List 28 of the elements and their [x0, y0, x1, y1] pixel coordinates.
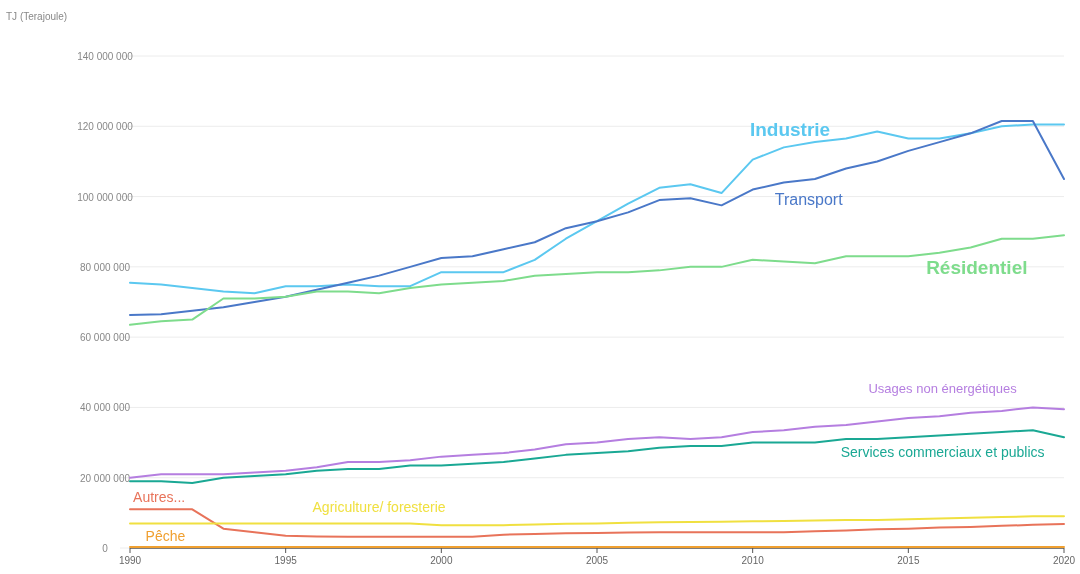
line-series — [129, 515, 1065, 527]
series-label: Pêche — [145, 527, 186, 544]
series-label: Industrie — [749, 118, 831, 140]
x-tick-label: 2010 — [741, 555, 765, 566]
x-tick-label: 2015 — [897, 555, 920, 566]
series-label: Agriculture/ foresterie — [312, 498, 446, 515]
y-tick-label: 140 000 000 — [77, 51, 134, 62]
line-series — [129, 406, 1065, 479]
series-label: Services commerciaux et publics — [840, 443, 1045, 460]
y-tick-label: 60 000 000 — [79, 332, 131, 344]
x-tick-label: 2000 — [430, 555, 453, 566]
x-tick-label: 1995 — [274, 555, 298, 566]
x-tick-label: 2020 — [1052, 555, 1076, 566]
y-tick-label: 120 000 000 — [77, 121, 134, 133]
x-tick-label: 1990 — [118, 555, 142, 566]
y-tick-label: 0 — [102, 543, 109, 554]
series-label: Résidentiel — [926, 256, 1028, 278]
series-label: Transport — [774, 191, 844, 209]
line-series — [129, 234, 1065, 326]
y-axis-title: TJ (Terajoule) — [6, 11, 68, 22]
y-tick-label: 80 000 000 — [79, 261, 131, 273]
y-tick-label: 40 000 000 — [79, 402, 131, 414]
series-label: Usages non énergétiques — [868, 381, 1018, 397]
y-tick-label: 100 000 000 — [77, 191, 134, 203]
y-tick-label: 20 000 000 — [79, 472, 131, 484]
line-series — [129, 429, 1065, 484]
x-tick-label: 2005 — [585, 555, 609, 566]
series-label: Autres... — [133, 488, 186, 505]
